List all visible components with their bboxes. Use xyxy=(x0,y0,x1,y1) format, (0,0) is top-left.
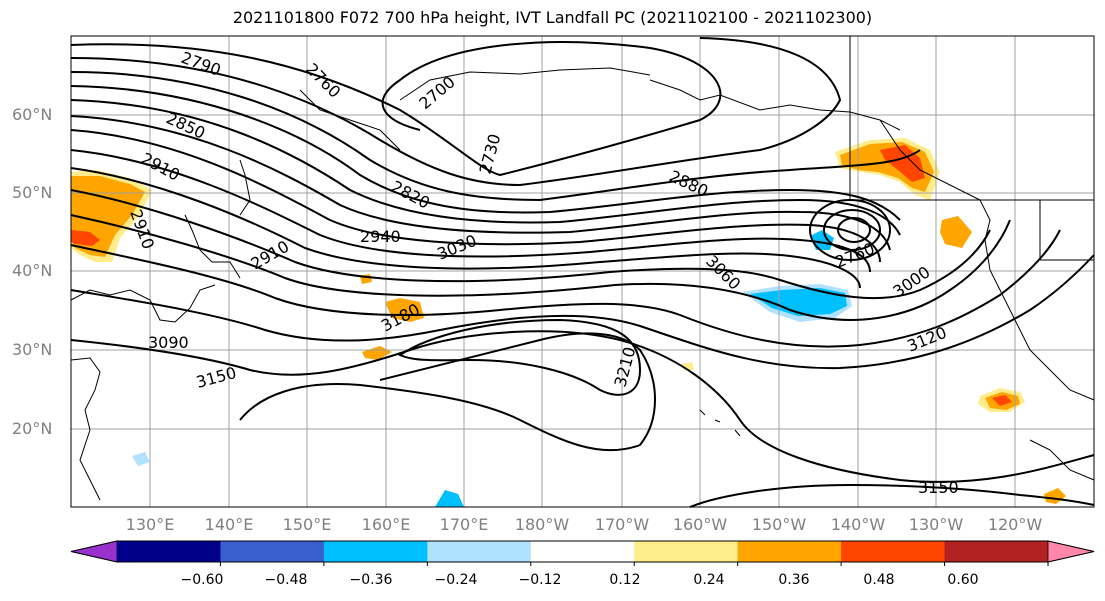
ivt-neg-mid xyxy=(750,288,847,316)
contour-2730 xyxy=(70,37,842,187)
colorbar-extend-min xyxy=(70,540,118,563)
ivt-neg-sw xyxy=(132,452,150,466)
colorbar-outline xyxy=(70,540,1095,563)
colorbar-tick: 0.48 xyxy=(863,572,895,588)
lon-label: 150°E xyxy=(282,515,332,534)
colorbar xyxy=(70,540,1095,566)
contour-label: 3150 xyxy=(918,478,959,497)
coast-mexico xyxy=(1029,439,1095,481)
contour-2700 xyxy=(70,41,722,177)
coast-west-america xyxy=(879,119,1095,401)
contour-low-outer xyxy=(809,199,891,261)
coast-kamchatka xyxy=(299,89,401,151)
coast-china xyxy=(70,357,101,501)
lon-label: 170°W xyxy=(594,515,650,534)
coast-sakhalin xyxy=(239,159,251,216)
contour-low-inner xyxy=(837,217,871,243)
lon-label: 160°W xyxy=(672,515,728,534)
coast-east-asia xyxy=(70,284,216,323)
ivt-negative-shading xyxy=(132,230,852,507)
contour-3210 xyxy=(397,318,642,396)
ivt-neg-south xyxy=(435,490,464,507)
colorbar-tick: −0.60 xyxy=(180,572,224,588)
coast-bering xyxy=(399,67,651,101)
colorbar-segment xyxy=(323,541,428,562)
lat-label-40n: 40°N xyxy=(12,261,53,280)
colorbar-tick: −0.36 xyxy=(349,572,393,588)
colorbar-segment xyxy=(634,541,739,562)
colorbar-tick: 0.24 xyxy=(693,572,725,588)
map-frame xyxy=(70,35,1095,508)
colorbar-extend-max xyxy=(1047,540,1095,563)
lon-label: 130°W xyxy=(908,515,964,534)
colorbar-segment xyxy=(427,541,532,562)
colorbar-tick: −0.12 xyxy=(518,572,562,588)
colorbar-tick: 0.60 xyxy=(947,572,979,588)
lat-label-60n: 60°N xyxy=(12,105,53,124)
colorbar-tick: 0.36 xyxy=(778,572,810,588)
contour-label: 2940 xyxy=(360,227,401,246)
colorbar-segment xyxy=(220,541,325,562)
lon-label: 140°W xyxy=(830,515,886,534)
colorbar-segment xyxy=(737,541,842,562)
contour-3180 xyxy=(239,332,656,452)
colorbar-tick: −0.48 xyxy=(264,572,308,588)
coast-japan xyxy=(184,214,241,279)
ivt-oregon-blob xyxy=(940,216,972,248)
height-contours xyxy=(70,37,1095,508)
colorbar-segment xyxy=(530,541,635,562)
lon-label: 160°E xyxy=(361,515,411,534)
lon-label: 120°W xyxy=(987,515,1043,534)
contour-3030 xyxy=(70,214,1011,321)
contour-2910 xyxy=(70,149,871,273)
lon-label: 180°W xyxy=(514,515,570,534)
ivt-baja-high xyxy=(992,395,1012,406)
contour-2760 xyxy=(70,71,921,202)
lat-label-50n: 50°N xyxy=(12,183,53,202)
contour-3120 xyxy=(70,254,1095,370)
lon-label: 140°E xyxy=(204,515,254,534)
lon-label: 170°E xyxy=(439,515,489,534)
coast-alaska xyxy=(649,79,901,131)
contour-2850 xyxy=(70,115,891,251)
colorbar-segment xyxy=(944,541,1049,562)
contour-3150-a xyxy=(70,330,1095,483)
contour-2820 xyxy=(70,99,901,236)
coast-hawaii xyxy=(699,409,741,437)
graticule xyxy=(71,36,1094,507)
contour-low-mid xyxy=(823,209,881,251)
lat-label-20n: 20°N xyxy=(12,419,53,438)
contour-3060 xyxy=(70,229,1061,348)
colorbar-segment xyxy=(841,541,946,562)
contour-2790 xyxy=(70,85,901,221)
lon-label: 150°W xyxy=(751,515,807,534)
contour-2940 xyxy=(70,167,861,289)
colorbar-segment xyxy=(117,541,221,562)
contour-2970 xyxy=(70,189,991,300)
colorbar-tick: 0.12 xyxy=(609,572,641,588)
contour-3150-b xyxy=(689,483,1095,508)
lat-label-30n: 30°N xyxy=(12,340,53,359)
ivt-central-pacific-blob-1 xyxy=(385,298,424,322)
colorbar-tick: −0.24 xyxy=(434,572,478,588)
map-title: 2021101800 F072 700 hPa height, IVT Land… xyxy=(232,8,873,27)
ivt-west-pacific-high xyxy=(71,230,100,246)
lon-label: 130°E xyxy=(125,515,175,534)
contour-label: 3090 xyxy=(148,333,189,352)
